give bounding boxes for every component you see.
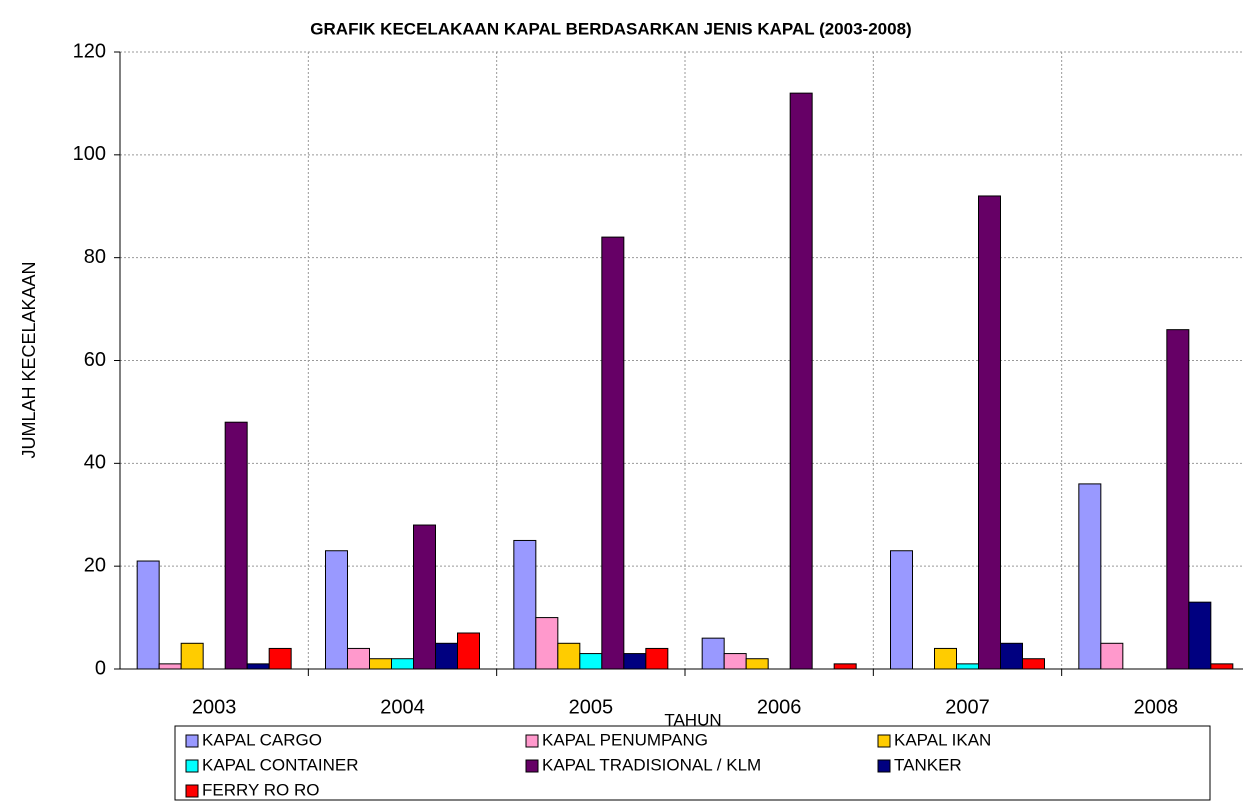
y-tick-label: 40	[84, 452, 106, 474]
legend-swatch	[185, 734, 199, 748]
bar	[246, 663, 270, 670]
chart-title: GRAFIK KECELAKAAN KAPAL BERDASARKAN JENI…	[310, 19, 911, 38]
x-tick-label: 2006	[757, 696, 802, 718]
y-tick-label: 0	[95, 657, 106, 679]
legend-box	[174, 725, 1211, 801]
x-tick-label: 2007	[945, 696, 990, 718]
x-tick-label: 2008	[1134, 696, 1179, 718]
y-tick-label: 100	[73, 143, 106, 165]
bar	[391, 658, 414, 670]
bar	[457, 632, 480, 670]
y-tick-label: 80	[84, 246, 106, 268]
x-axis-label: TAHUN	[664, 710, 721, 729]
bar	[934, 647, 957, 670]
bar	[224, 421, 248, 670]
legend-label: TANKER	[894, 755, 962, 774]
bar	[136, 560, 160, 670]
legend-swatch	[877, 759, 891, 773]
bar	[623, 653, 647, 670]
bar	[158, 663, 182, 670]
x-tick-label: 2005	[569, 696, 614, 718]
bar	[1188, 601, 1212, 670]
y-tick-label: 20	[84, 554, 106, 576]
bar	[435, 642, 458, 670]
bar	[535, 617, 559, 670]
legend-label: KAPAL CARGO	[202, 730, 322, 749]
bar	[978, 195, 1001, 670]
legend-swatch	[185, 784, 199, 798]
bar	[601, 236, 625, 670]
bar	[701, 637, 725, 670]
bar	[890, 550, 913, 670]
bar	[180, 642, 204, 670]
legend-swatch	[185, 759, 199, 773]
bar	[1022, 658, 1045, 670]
bar	[1000, 642, 1023, 670]
legend-swatch	[877, 734, 891, 748]
bar	[347, 647, 370, 670]
bar	[1100, 642, 1124, 670]
x-tick-label: 2004	[380, 696, 425, 718]
bar	[325, 550, 348, 670]
bar	[833, 663, 857, 670]
x-tick-label: 2003	[192, 696, 237, 718]
legend-label: KAPAL PENUMPANG	[542, 730, 708, 749]
bar	[268, 647, 292, 670]
y-tick-label: 120	[73, 40, 106, 62]
bar	[1210, 663, 1234, 670]
bar	[789, 92, 813, 670]
bar	[557, 642, 581, 670]
bar	[956, 663, 979, 670]
bar	[413, 524, 436, 670]
legend-swatch	[525, 734, 539, 748]
bar	[369, 658, 392, 670]
bar	[723, 653, 747, 670]
y-tick-label: 60	[84, 349, 106, 371]
bar	[1078, 483, 1102, 670]
legend-label: KAPAL IKAN	[894, 730, 991, 749]
legend-label: KAPAL CONTAINER	[202, 755, 359, 774]
legend-label: KAPAL TRADISIONAL / KLM	[542, 755, 761, 774]
bar	[513, 539, 537, 670]
bar	[645, 647, 669, 670]
bar	[745, 658, 769, 670]
y-axis-label: JUMLAH KECELAKAAN	[19, 261, 39, 458]
bar	[579, 653, 603, 670]
legend-label: FERRY RO RO	[202, 780, 319, 799]
bar	[1166, 329, 1190, 670]
legend-swatch	[525, 759, 539, 773]
